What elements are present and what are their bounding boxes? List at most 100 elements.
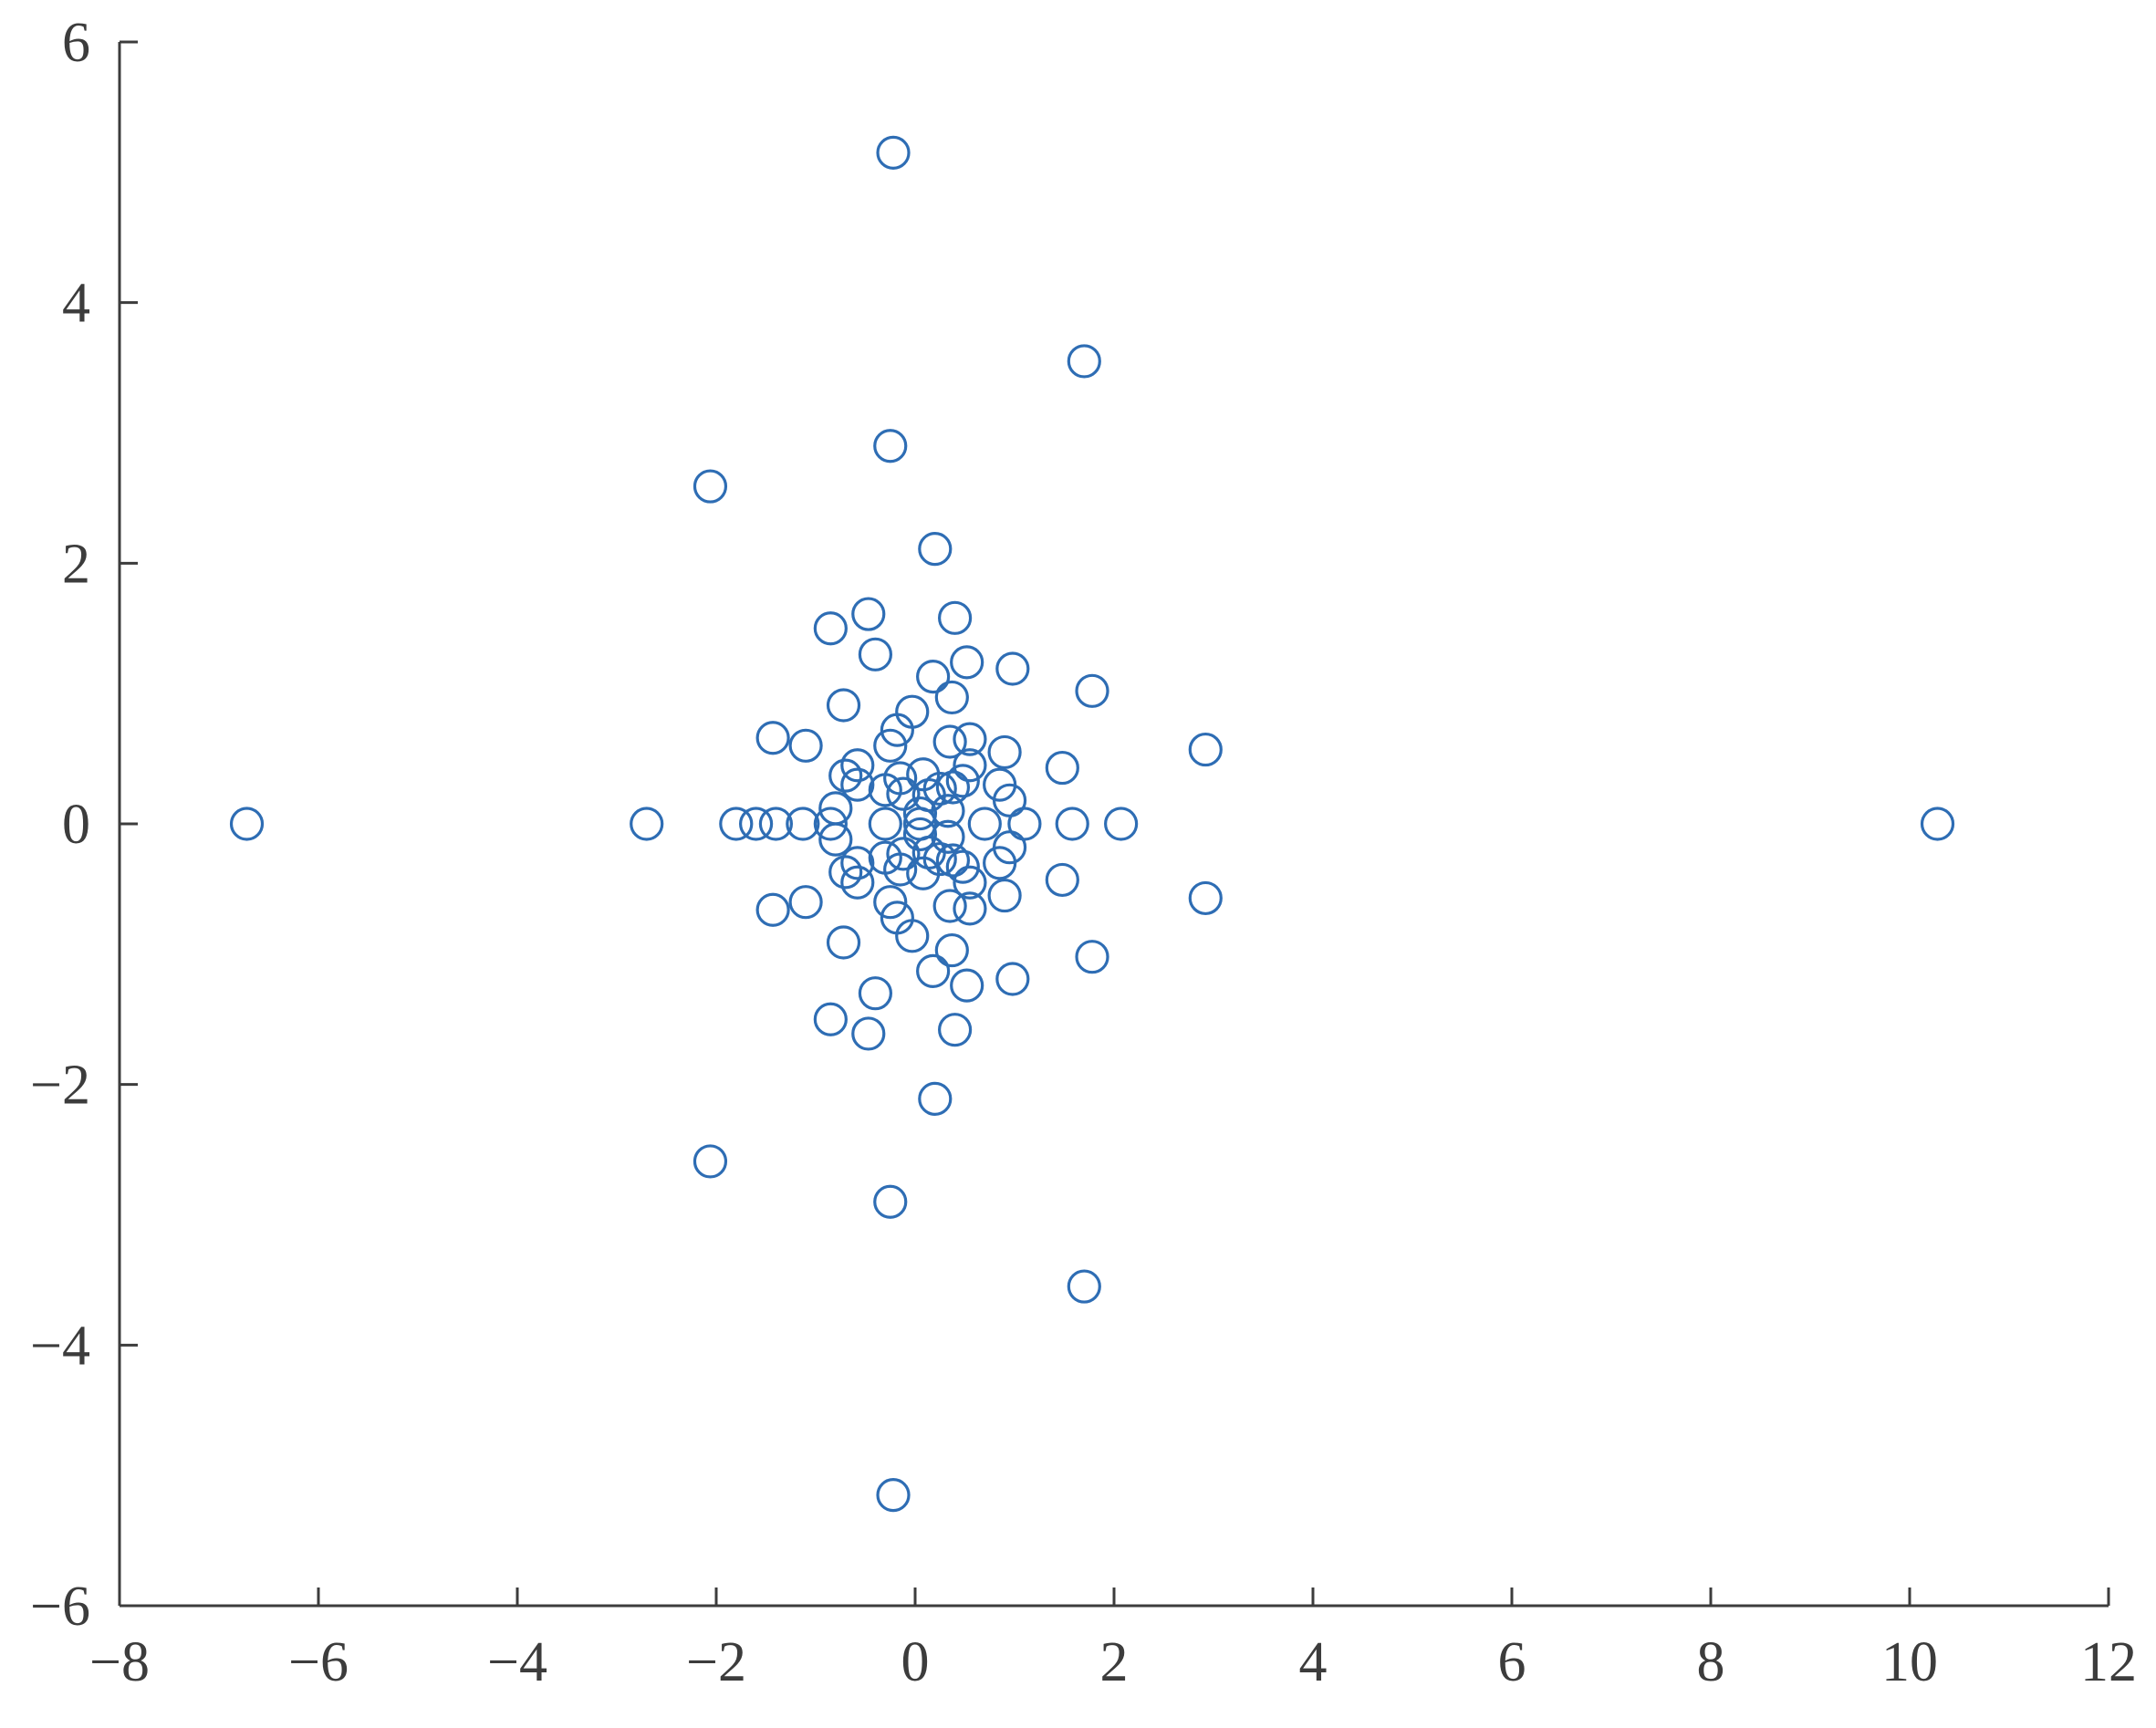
data-point [1045, 862, 1079, 898]
data-point [934, 932, 969, 968]
data-point [826, 688, 861, 723]
data-point [858, 637, 893, 671]
data-point [937, 1013, 973, 1047]
data-point [932, 724, 967, 759]
data-point [916, 659, 951, 694]
data-point [868, 807, 902, 841]
x-tick-label: 8 [1697, 1631, 1725, 1693]
data-point [953, 891, 987, 926]
x-tick-label: −6 [288, 1631, 349, 1693]
data-point [967, 807, 1002, 841]
data-point [945, 764, 980, 798]
x-tick-label: −4 [487, 1631, 547, 1693]
data-point [931, 819, 965, 854]
y-tick-label: −2 [30, 1055, 90, 1117]
data-point [1055, 807, 1089, 841]
y-tick-label: 4 [62, 273, 90, 335]
data-point [755, 892, 790, 927]
data-point [950, 968, 984, 1003]
x-tick-label: 4 [1299, 1631, 1328, 1693]
data-point [813, 1002, 848, 1036]
data-point [1007, 807, 1042, 841]
data-point [1188, 732, 1223, 767]
data-point [738, 807, 774, 841]
data-point [858, 976, 893, 1011]
data-point [992, 783, 1027, 817]
data-point [953, 748, 987, 783]
data-point [935, 770, 971, 805]
data-point [630, 807, 664, 841]
data-point [813, 807, 848, 841]
data-point [840, 865, 875, 900]
data-point [1075, 673, 1109, 708]
data-point [945, 849, 980, 884]
data-point [886, 837, 921, 871]
data-point [828, 855, 863, 890]
data-point [719, 807, 754, 841]
data-point [788, 885, 823, 920]
data-point [851, 1016, 886, 1051]
x-tick-label: 6 [1498, 1631, 1526, 1693]
data-point [953, 722, 987, 756]
data-point [868, 773, 902, 807]
data-point [1104, 807, 1139, 841]
data-point [229, 807, 265, 841]
data-point [755, 721, 790, 755]
data-point [873, 1184, 908, 1219]
data-point [693, 1144, 728, 1179]
data-point [1067, 344, 1101, 379]
data-point [818, 822, 853, 857]
data-point [987, 878, 1022, 913]
x-tick-label: 0 [901, 1631, 930, 1693]
data-point [902, 796, 938, 831]
data-point [840, 767, 875, 802]
data-point [1045, 750, 1079, 786]
data-point [840, 846, 875, 880]
data-point [918, 1081, 953, 1116]
data-point [758, 807, 794, 841]
data-point [916, 953, 951, 989]
y-tick-label: −6 [30, 1576, 90, 1638]
y-tick-label: −4 [30, 1315, 90, 1377]
data-point [1188, 880, 1223, 916]
x-tick-label: −2 [686, 1631, 746, 1693]
data-point [873, 885, 908, 920]
y-tick-label: 6 [62, 12, 90, 74]
data-point [1920, 807, 1955, 841]
data-point [953, 865, 987, 900]
data-point [992, 830, 1027, 865]
data-point [931, 794, 965, 828]
data-point [937, 600, 973, 635]
x-tick-label: −8 [89, 1631, 150, 1693]
data-point [851, 597, 886, 631]
data-point [880, 900, 914, 935]
data-point [786, 807, 820, 841]
data-point [828, 758, 863, 793]
data-point [935, 843, 971, 878]
data-point [902, 817, 938, 852]
data-point [995, 962, 1030, 996]
data-point [840, 748, 875, 783]
y-tick-label: 2 [62, 533, 90, 595]
y-tick-label: 0 [62, 794, 90, 856]
data-point [932, 889, 967, 923]
x-tick-label: 10 [1881, 1631, 1938, 1693]
data-point [950, 645, 984, 680]
data-point [880, 713, 914, 747]
data-point [918, 532, 953, 567]
data-point [1075, 940, 1109, 974]
data-point [995, 651, 1030, 686]
data-point [826, 925, 861, 960]
x-tick-label: 2 [1100, 1631, 1129, 1693]
data-point [886, 776, 921, 811]
data-point [987, 734, 1022, 770]
data-points [229, 135, 1955, 1513]
data-point [876, 135, 911, 171]
data-point [873, 728, 908, 763]
data-point [934, 680, 969, 715]
data-point [876, 1477, 911, 1513]
x-tick-label: 12 [2080, 1631, 2137, 1693]
